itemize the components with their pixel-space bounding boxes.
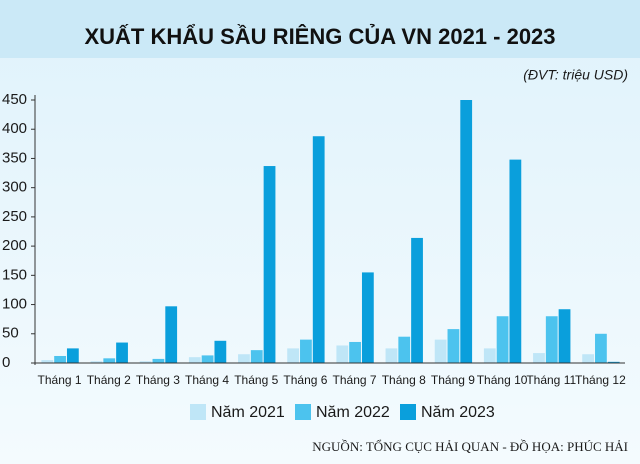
x-tick-label: Tháng 12 xyxy=(575,373,626,387)
bar xyxy=(595,333,607,363)
x-tick-label: Tháng 3 xyxy=(136,373,180,387)
bar xyxy=(398,336,411,363)
y-tick-label: 100 xyxy=(2,296,27,313)
y-tick-label: 0 xyxy=(2,354,10,371)
x-tick-label: Tháng 7 xyxy=(333,373,377,387)
bar xyxy=(545,316,558,363)
bar xyxy=(582,354,595,363)
y-tick-label: 300 xyxy=(2,179,27,196)
x-tick-label: Tháng 9 xyxy=(431,373,475,387)
bar xyxy=(533,353,545,363)
bar xyxy=(336,345,349,363)
legend-swatch xyxy=(295,404,311,420)
x-tick-label: Tháng 5 xyxy=(234,373,278,387)
bar xyxy=(41,360,54,363)
bar xyxy=(214,340,227,363)
bar xyxy=(116,342,128,363)
bar xyxy=(496,316,509,363)
legend-swatch xyxy=(400,404,416,420)
bar xyxy=(263,166,276,363)
bar xyxy=(103,358,116,363)
bar xyxy=(558,309,571,363)
legend-swatch xyxy=(190,404,206,420)
legend-label: Năm 2023 xyxy=(421,404,495,421)
x-tick-label: Tháng 4 xyxy=(185,373,229,387)
bar xyxy=(447,329,460,363)
y-tick-label: 250 xyxy=(2,208,27,225)
bar xyxy=(201,355,214,363)
legend-label: Năm 2022 xyxy=(316,404,390,421)
bar xyxy=(139,361,152,363)
y-tick-label: 50 xyxy=(2,325,19,342)
x-tick-label: Tháng 8 xyxy=(382,373,426,387)
y-tick-label: 450 xyxy=(2,91,27,108)
bar xyxy=(238,354,250,363)
bar xyxy=(361,272,374,363)
unit-note: (ĐVT: triệu USD) xyxy=(523,67,628,83)
y-tick-label: 200 xyxy=(2,237,27,254)
bar xyxy=(312,136,325,363)
title-band xyxy=(0,0,640,58)
bar xyxy=(434,339,447,363)
x-tick-label: Tháng 2 xyxy=(87,373,131,387)
bar xyxy=(483,348,496,363)
bar xyxy=(300,339,312,363)
y-tick-label: 400 xyxy=(2,120,27,137)
bar xyxy=(165,306,178,363)
bar xyxy=(349,341,361,363)
source: NGUỒN: TỔNG CỤC HẢI QUAN - ĐỒ HỌA: PHÚC … xyxy=(312,439,628,454)
bar xyxy=(250,350,263,363)
y-tick-label: 150 xyxy=(2,266,27,283)
bar xyxy=(460,100,473,363)
bar xyxy=(66,348,79,363)
x-tick-label: Tháng 10 xyxy=(477,373,528,387)
bar xyxy=(509,159,522,363)
y-tick-label: 350 xyxy=(2,149,27,166)
x-tick-label: Tháng 6 xyxy=(283,373,327,387)
bar xyxy=(54,355,66,363)
bar xyxy=(152,358,165,363)
bar xyxy=(607,361,620,363)
legend-label: Năm 2021 xyxy=(211,404,285,421)
x-tick-label: Tháng 1 xyxy=(38,373,82,387)
bar xyxy=(287,348,300,363)
x-tick-label: Tháng 11 xyxy=(526,373,576,387)
bar xyxy=(188,357,201,363)
bar xyxy=(411,237,423,363)
bar xyxy=(385,348,398,363)
chart-title: XUẤT KHẨU SẦU RIÊNG CỦA VN 2021 - 2023 xyxy=(84,24,555,49)
bar xyxy=(90,361,103,363)
